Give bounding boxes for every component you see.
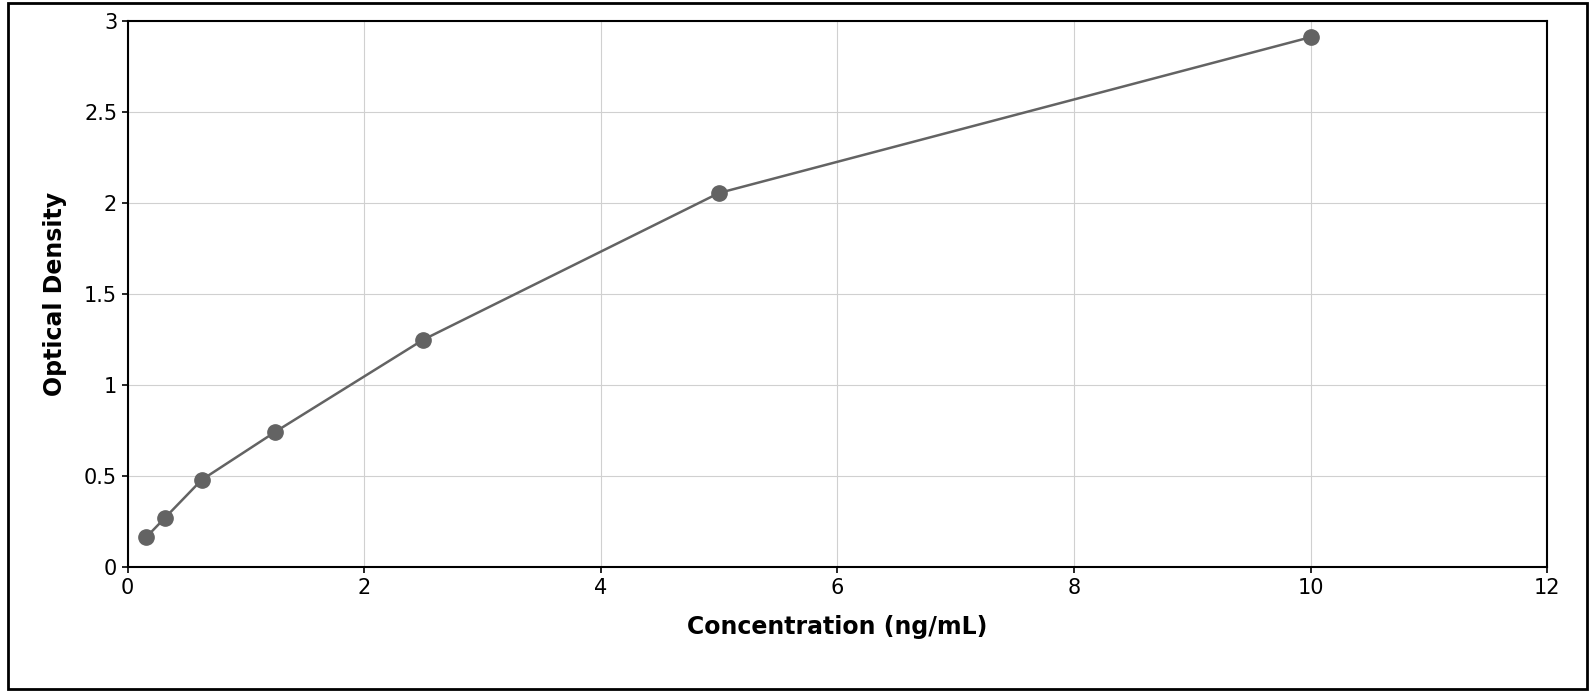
Point [263, 426, 289, 437]
Point [410, 334, 435, 345]
Y-axis label: Optical Density: Optical Density [43, 192, 67, 396]
Point [188, 475, 214, 486]
Point [134, 532, 160, 543]
X-axis label: Concentration (ng/mL): Concentration (ng/mL) [687, 614, 987, 639]
Point [1298, 32, 1324, 43]
Point [152, 513, 177, 524]
Point [707, 188, 732, 199]
